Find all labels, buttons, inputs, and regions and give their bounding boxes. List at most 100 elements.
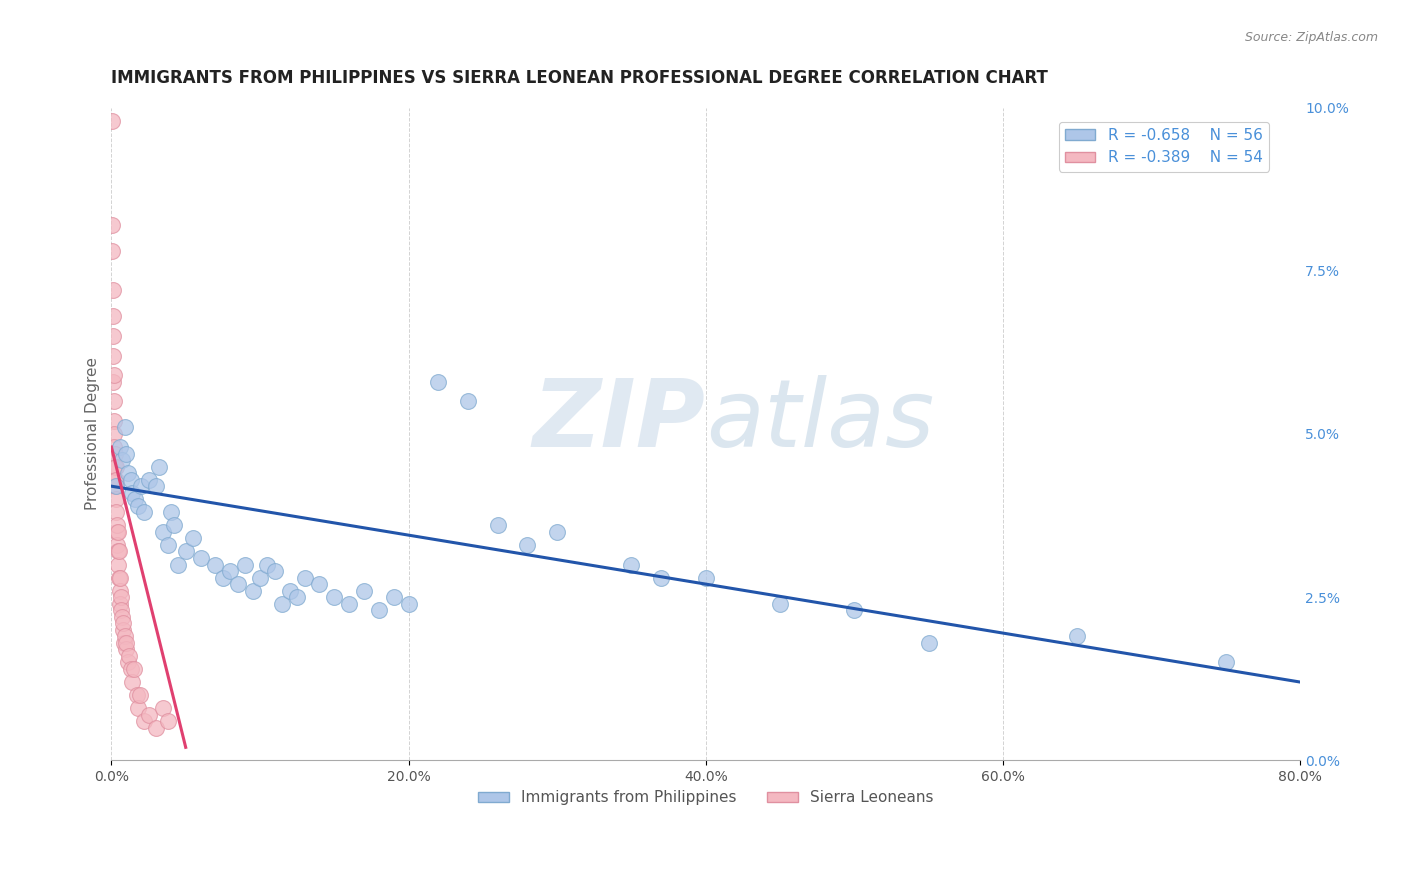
Point <box>1066 629 1088 643</box>
Point <box>132 714 155 729</box>
Point <box>120 662 142 676</box>
Point <box>211 571 233 585</box>
Point <box>111 609 134 624</box>
Point <box>115 446 138 460</box>
Point <box>118 648 141 663</box>
Point <box>110 440 132 454</box>
Point <box>367 603 389 617</box>
Point <box>1215 656 1237 670</box>
Text: IMMIGRANTS FROM PHILIPPINES VS SIERRA LEONEAN PROFESSIONAL DEGREE CORRELATION CH: IMMIGRANTS FROM PHILIPPINES VS SIERRA LE… <box>111 69 1049 87</box>
Point <box>353 583 375 598</box>
Point <box>156 538 179 552</box>
Point <box>128 688 150 702</box>
Point <box>695 571 717 585</box>
Point <box>160 505 183 519</box>
Point <box>152 701 174 715</box>
Point <box>263 564 285 578</box>
Point <box>278 583 301 598</box>
Point <box>112 636 135 650</box>
Point <box>242 583 264 598</box>
Point <box>382 590 405 604</box>
Point <box>486 518 509 533</box>
Point <box>110 590 132 604</box>
Point <box>103 349 125 363</box>
Point <box>249 571 271 585</box>
Point <box>107 524 129 539</box>
Point <box>105 518 128 533</box>
Point <box>103 414 125 428</box>
Point <box>163 518 186 533</box>
Point <box>156 714 179 729</box>
Point <box>110 603 132 617</box>
Point <box>103 375 125 389</box>
Point <box>148 459 170 474</box>
Point <box>110 571 132 585</box>
Point <box>457 394 479 409</box>
Point <box>101 244 124 259</box>
Point <box>105 538 128 552</box>
Point <box>104 473 127 487</box>
Point <box>117 466 139 480</box>
Point <box>101 283 124 297</box>
Point <box>101 218 124 232</box>
Point <box>125 688 148 702</box>
Point <box>122 662 145 676</box>
Point <box>111 623 134 637</box>
Point <box>769 597 792 611</box>
Point <box>103 426 125 441</box>
Point <box>108 571 131 585</box>
Point <box>104 459 127 474</box>
Point <box>117 656 139 670</box>
Point <box>204 558 226 572</box>
Point <box>107 544 129 558</box>
Point <box>120 473 142 487</box>
Point <box>127 499 149 513</box>
Point <box>101 310 124 324</box>
Point <box>103 368 125 383</box>
Point <box>145 721 167 735</box>
Point <box>121 675 143 690</box>
Point <box>104 479 127 493</box>
Point <box>190 551 212 566</box>
Point <box>650 571 672 585</box>
Point <box>167 558 190 572</box>
Point <box>285 590 308 604</box>
Point <box>127 701 149 715</box>
Point <box>103 394 125 409</box>
Point <box>103 440 125 454</box>
Point <box>844 603 866 617</box>
Point <box>114 642 136 657</box>
Point <box>100 113 122 128</box>
Point <box>337 597 360 611</box>
Point <box>105 524 128 539</box>
Point <box>132 505 155 519</box>
Point <box>104 479 127 493</box>
Point <box>112 616 135 631</box>
Point <box>226 577 249 591</box>
Point <box>138 707 160 722</box>
Legend: Immigrants from Philippines, Sierra Leoneans: Immigrants from Philippines, Sierra Leon… <box>472 784 939 812</box>
Point <box>114 629 136 643</box>
Point <box>129 479 152 493</box>
Point <box>620 558 643 572</box>
Point <box>233 558 256 572</box>
Point <box>546 524 568 539</box>
Point <box>107 558 129 572</box>
Point <box>917 636 939 650</box>
Point <box>124 492 146 507</box>
Point <box>105 505 128 519</box>
Point <box>104 446 127 460</box>
Point <box>294 571 316 585</box>
Point <box>145 479 167 493</box>
Text: ZIP: ZIP <box>533 375 706 467</box>
Point <box>104 473 127 487</box>
Point <box>181 532 204 546</box>
Point <box>398 597 420 611</box>
Point <box>152 524 174 539</box>
Point <box>108 597 131 611</box>
Y-axis label: Professional Degree: Professional Degree <box>86 358 100 510</box>
Text: Source: ZipAtlas.com: Source: ZipAtlas.com <box>1244 31 1378 45</box>
Point <box>104 459 127 474</box>
Point <box>308 577 330 591</box>
Point <box>108 544 131 558</box>
